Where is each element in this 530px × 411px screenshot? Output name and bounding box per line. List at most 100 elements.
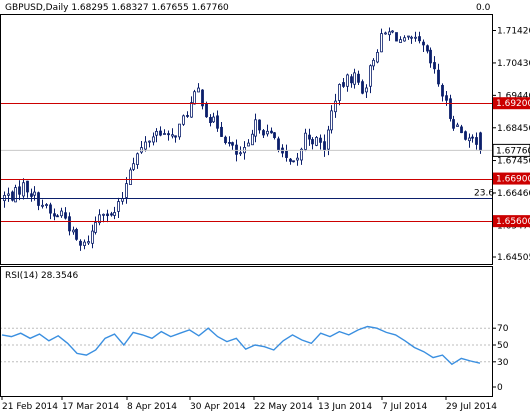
candle-body xyxy=(110,213,113,216)
candle-body xyxy=(136,153,139,165)
ohlc-readout: 1.68295 1.68327 1.67655 1.67760 xyxy=(71,3,229,13)
candle-body xyxy=(11,191,14,201)
rsi-line xyxy=(1,325,481,366)
candle-body xyxy=(433,62,436,70)
candle-body xyxy=(273,132,276,138)
candle-body xyxy=(30,193,33,197)
candle-body xyxy=(26,180,29,193)
candle-body xyxy=(388,31,391,36)
price-tick-label: 1.71420 xyxy=(497,27,530,37)
candle-body xyxy=(342,82,345,87)
candle-body xyxy=(289,158,292,162)
candle-body xyxy=(212,116,215,123)
candle-body xyxy=(209,117,212,124)
candle-body xyxy=(72,229,75,233)
candle-body xyxy=(319,137,322,143)
candle-body xyxy=(125,183,128,198)
candle-body xyxy=(300,148,303,161)
candle-body xyxy=(346,74,349,87)
candle-body xyxy=(75,228,78,240)
instrument-name: GBPUSD,Daily xyxy=(5,3,69,13)
candle-body xyxy=(152,136,155,143)
price-tick-label: 1.70430 xyxy=(497,59,530,69)
candle-body xyxy=(327,129,330,150)
candle-body xyxy=(323,141,326,151)
candle-body xyxy=(37,192,40,206)
candle-body xyxy=(361,81,364,94)
candle-body xyxy=(380,33,383,53)
candle-body xyxy=(334,100,337,113)
candle-body xyxy=(350,76,353,84)
candle-body xyxy=(437,69,440,85)
candle-body xyxy=(60,210,63,217)
price-tick-label: 1.64505 xyxy=(497,253,530,263)
candle-body xyxy=(414,36,417,39)
candle-body xyxy=(369,65,372,87)
rsi-tick-label: 30 xyxy=(497,358,509,368)
rsi-tick-label: 70 xyxy=(497,324,509,334)
date-tick-label: 29 Jul 2014 xyxy=(446,402,497,411)
candle-body xyxy=(193,91,196,105)
candle-body xyxy=(49,204,52,214)
level-price-label: 1.69200 xyxy=(496,99,530,109)
date-tick-label: 21 Feb 2014 xyxy=(2,402,58,411)
candle-body xyxy=(33,191,36,196)
rsi-plot xyxy=(0,325,492,366)
candle-body xyxy=(22,182,25,197)
price-candles xyxy=(3,27,482,251)
level-price-tag xyxy=(493,172,530,185)
candle-body xyxy=(292,160,295,163)
candle-body xyxy=(418,36,421,42)
instrument-header: GBPUSD,Daily 1.68295 1.68327 1.67655 1.6… xyxy=(5,3,229,13)
candle-body xyxy=(277,138,280,151)
candle-body xyxy=(155,130,158,136)
candle-body xyxy=(144,141,147,150)
candle-body xyxy=(391,30,394,33)
candle-body xyxy=(64,212,67,219)
candle-body xyxy=(353,72,356,85)
candle-body xyxy=(224,136,227,144)
candle-body xyxy=(426,45,429,52)
candle-body xyxy=(205,103,208,118)
candle-body xyxy=(117,201,120,212)
date-tick-label: 8 Apr 2014 xyxy=(127,402,177,411)
candle-body xyxy=(190,102,193,118)
candle-body xyxy=(235,144,238,155)
date-axis: 21 Feb 2014 17 Mar 2014 8 Apr 2014 30 Apr 2… xyxy=(1,396,497,411)
date-tick-label: 17 Mar 2014 xyxy=(62,402,119,411)
candle-body xyxy=(452,119,455,129)
price-pane-frame xyxy=(0,14,493,265)
candle-body xyxy=(296,157,299,161)
candle-body xyxy=(148,140,151,143)
pane-frames xyxy=(0,14,493,397)
current-price-label: 1.67760 xyxy=(496,146,530,156)
corner-value: 0.0 xyxy=(476,3,491,13)
candle-body xyxy=(251,133,254,146)
candle-body xyxy=(182,115,185,125)
candle-body xyxy=(220,126,223,137)
candle-body xyxy=(228,142,231,144)
candle-body xyxy=(311,139,314,145)
candle-body xyxy=(163,133,166,135)
candle-body xyxy=(159,130,162,136)
candle-body xyxy=(91,230,94,244)
candle-body xyxy=(18,186,21,195)
candle-body xyxy=(56,215,59,218)
candle-body xyxy=(83,241,86,246)
candle-body xyxy=(132,163,135,170)
candle-body xyxy=(372,59,375,67)
candle-body xyxy=(399,39,402,43)
candle-body xyxy=(239,152,242,155)
candle-body xyxy=(14,187,17,203)
candle-body xyxy=(376,52,379,63)
rsi-header: RSI(14) 28.3546 xyxy=(5,271,79,281)
date-tick-label: 22 May 2014 xyxy=(254,402,313,411)
candle-body xyxy=(365,87,368,93)
date-tick-label: 7 Jul 2014 xyxy=(382,402,427,411)
candle-body xyxy=(140,147,143,153)
level-price-tag xyxy=(493,215,530,228)
candle-body xyxy=(201,89,204,107)
price-tick-label: 1.66460 xyxy=(497,189,530,199)
